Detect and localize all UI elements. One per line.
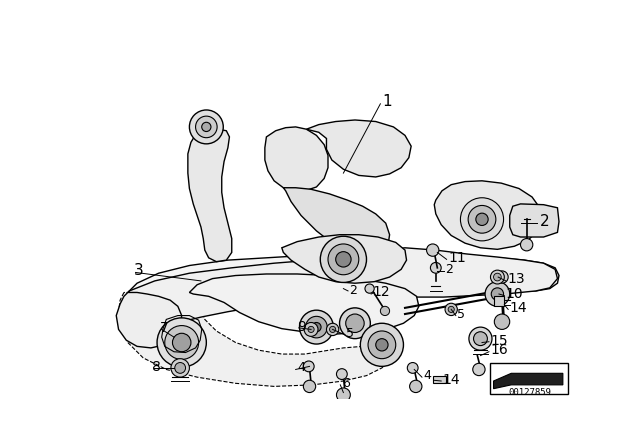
- Text: 14: 14: [443, 373, 460, 387]
- Circle shape: [427, 244, 439, 256]
- Text: 2: 2: [445, 263, 453, 276]
- Circle shape: [494, 314, 509, 329]
- Text: 7: 7: [160, 321, 169, 335]
- Circle shape: [360, 323, 403, 366]
- Text: 1: 1: [382, 94, 392, 109]
- Circle shape: [340, 308, 371, 339]
- Text: 2: 2: [540, 214, 549, 229]
- Circle shape: [330, 326, 336, 332]
- Bar: [490, 363, 568, 394]
- Polygon shape: [124, 250, 559, 310]
- Circle shape: [300, 310, 333, 344]
- Circle shape: [164, 326, 198, 359]
- Circle shape: [328, 244, 359, 275]
- Circle shape: [304, 323, 318, 336]
- Polygon shape: [284, 188, 390, 255]
- Text: 13: 13: [508, 272, 525, 286]
- Circle shape: [460, 198, 504, 241]
- Polygon shape: [282, 235, 406, 283]
- Circle shape: [476, 213, 488, 225]
- Text: 9: 9: [297, 320, 306, 334]
- Circle shape: [306, 316, 327, 338]
- Circle shape: [380, 306, 390, 315]
- Text: 16: 16: [490, 343, 508, 357]
- Text: 10: 10: [506, 287, 524, 301]
- Polygon shape: [189, 274, 419, 334]
- Circle shape: [336, 252, 351, 267]
- Circle shape: [520, 238, 533, 251]
- Text: 3: 3: [134, 263, 144, 278]
- Circle shape: [157, 318, 206, 367]
- Circle shape: [303, 361, 314, 372]
- Circle shape: [473, 363, 485, 375]
- Text: 15: 15: [490, 334, 508, 348]
- Text: 00127859: 00127859: [508, 388, 551, 397]
- Text: 5: 5: [346, 327, 355, 340]
- Circle shape: [493, 273, 501, 281]
- Circle shape: [171, 359, 189, 377]
- Circle shape: [172, 333, 191, 352]
- Circle shape: [490, 270, 504, 284]
- Polygon shape: [435, 181, 542, 250]
- Circle shape: [496, 271, 508, 283]
- Text: 14: 14: [509, 301, 527, 315]
- Polygon shape: [509, 204, 559, 237]
- Polygon shape: [116, 293, 182, 348]
- Circle shape: [337, 369, 348, 379]
- Circle shape: [308, 326, 314, 332]
- Circle shape: [431, 263, 441, 273]
- Circle shape: [365, 284, 374, 293]
- Circle shape: [474, 332, 488, 345]
- Circle shape: [196, 116, 217, 138]
- Circle shape: [175, 362, 186, 373]
- Circle shape: [468, 206, 496, 233]
- Polygon shape: [188, 129, 232, 262]
- Polygon shape: [118, 291, 390, 386]
- Text: 6: 6: [342, 377, 349, 390]
- Text: 11: 11: [448, 251, 466, 265]
- Text: 12: 12: [372, 285, 390, 299]
- Circle shape: [320, 236, 367, 282]
- Polygon shape: [265, 127, 328, 191]
- Bar: [493, 296, 504, 306]
- Circle shape: [312, 323, 321, 332]
- Circle shape: [346, 314, 364, 332]
- Circle shape: [337, 388, 350, 402]
- Polygon shape: [493, 373, 563, 389]
- Circle shape: [492, 288, 504, 300]
- Circle shape: [410, 380, 422, 392]
- Circle shape: [368, 331, 396, 359]
- Text: 2: 2: [349, 284, 357, 297]
- Circle shape: [445, 303, 458, 315]
- Text: 5: 5: [458, 307, 465, 320]
- Text: 8: 8: [152, 360, 161, 374]
- Polygon shape: [126, 248, 557, 325]
- Circle shape: [376, 339, 388, 351]
- Circle shape: [202, 122, 211, 132]
- Circle shape: [303, 380, 316, 392]
- Circle shape: [485, 282, 509, 306]
- Polygon shape: [307, 120, 411, 177]
- Circle shape: [326, 323, 339, 336]
- Text: 4: 4: [424, 369, 431, 382]
- Circle shape: [448, 306, 454, 313]
- Bar: [433, 375, 446, 383]
- Circle shape: [469, 327, 492, 350]
- Circle shape: [407, 362, 418, 373]
- Circle shape: [189, 110, 223, 144]
- Text: 4: 4: [297, 362, 305, 375]
